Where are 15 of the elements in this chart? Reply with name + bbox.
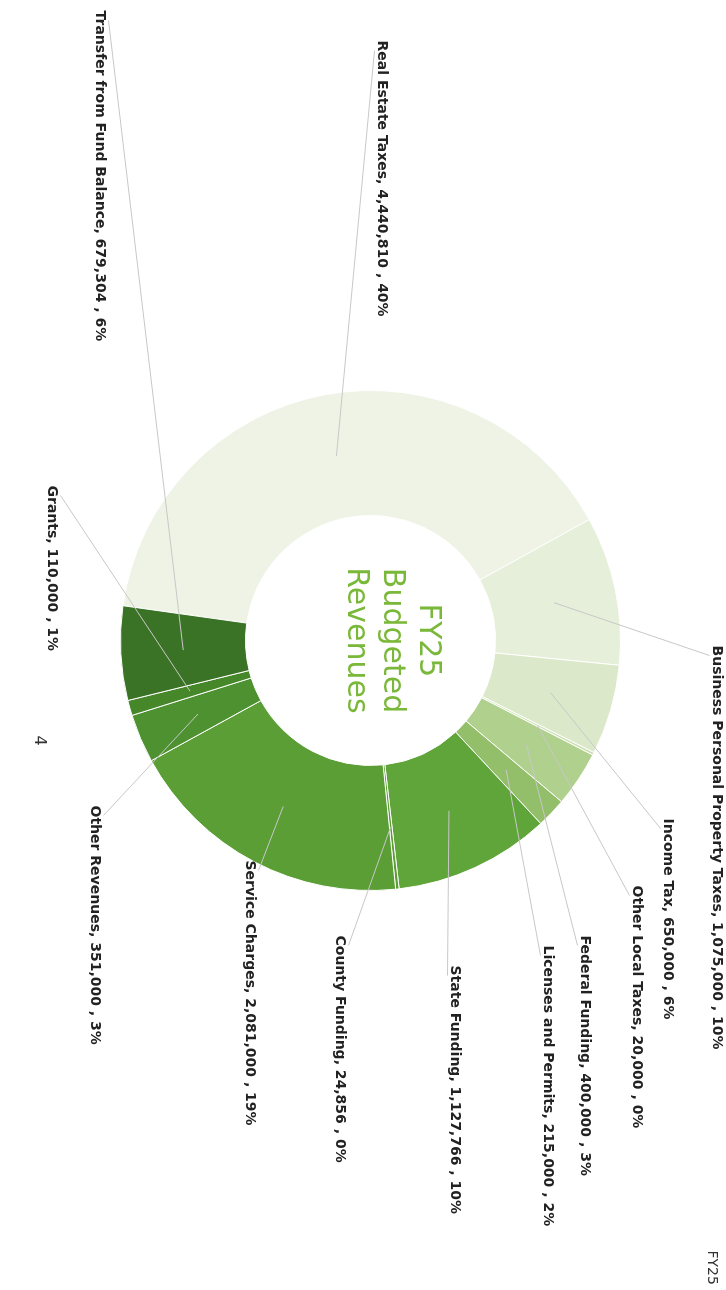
slice-label: Transfer from Fund Balance, 679,304 , 6% <box>92 10 109 342</box>
slice-label: Other Local Taxes, 20,000 , 0% <box>629 885 646 1129</box>
slice-label: Licenses and Permits, 215,000 , 2% <box>540 945 557 1227</box>
slice-label: Real Estate Taxes, 4,440,810 , 40% <box>374 40 391 317</box>
slice-label: Federal Funding, 400,000 , 3% <box>577 935 594 1176</box>
slice-label: Income Tax, 650,000 , 6% <box>660 818 677 1020</box>
slice-label: Business Personal Property Taxes, 1,075,000 , 10% <box>709 645 726 1050</box>
slice-label: Grants, 110,000 , 1% <box>44 485 61 652</box>
slice-label: County Funding, 24,856 , 0% <box>332 935 349 1163</box>
slice-label: Other Revenues, 351,000 , 3% <box>87 805 104 1045</box>
text: FY25 <box>704 1250 721 1285</box>
slice-label: Service Charges, 2,081,000 , 19% <box>242 860 259 1126</box>
text: 4 <box>30 735 50 746</box>
text: FY25 Budgeted Revenues <box>341 567 448 714</box>
slice-label: State Funding, 1,127,766 , 10% <box>447 965 464 1214</box>
